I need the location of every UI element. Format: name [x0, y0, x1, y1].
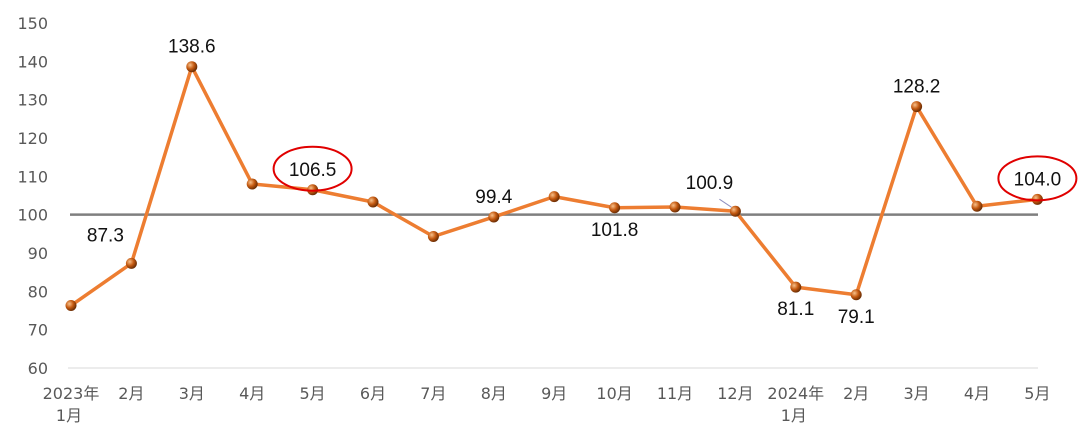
- data-point: [65, 300, 77, 312]
- data-label: 81.1: [777, 299, 814, 320]
- x-axis: 2023年 1月 2月 3月 4月 5月 6月 7月 8月 9月 10月 11月 12月 2024年 1月 2…: [43, 367, 1050, 425]
- x-tick-label: 5月: [1024, 384, 1050, 403]
- data-point: [609, 202, 621, 214]
- data-point: [246, 178, 258, 190]
- data-point: [911, 101, 923, 113]
- data-label: 101.8: [591, 220, 639, 241]
- x-tick-label: 2月: [118, 384, 144, 403]
- x-tick-label: 2024年: [767, 384, 824, 403]
- data-point: [971, 200, 983, 212]
- y-tick-label: 90: [28, 244, 48, 263]
- data-label: 79.1: [838, 307, 875, 328]
- x-tick-label-line2: 1月: [56, 406, 82, 425]
- x-tick-label: 4月: [964, 384, 990, 403]
- series-group: [65, 61, 1043, 312]
- y-tick-label: 150: [17, 14, 48, 33]
- data-point: [729, 205, 741, 217]
- x-tick-label: 5月: [300, 384, 326, 403]
- y-tick-label: 140: [17, 52, 48, 71]
- data-label: 104.0: [1014, 169, 1062, 190]
- y-tick-label: 60: [28, 359, 48, 378]
- x-tick-label: 11月: [657, 384, 693, 403]
- x-tick-label: 2023年: [43, 384, 100, 403]
- data-point: [850, 289, 862, 301]
- data-point: [125, 257, 137, 269]
- data-labels-group: 87.3 138.6 106.5 99.4 101.8 100.9 81.1 79.1 128.…: [87, 37, 1078, 328]
- y-tick-label: 70: [28, 321, 48, 340]
- data-label: 106.5: [289, 160, 337, 181]
- x-tick-label: 6月: [360, 384, 386, 403]
- data-point: [548, 191, 560, 203]
- y-tick-label: 130: [17, 91, 48, 110]
- data-label: 100.9: [686, 173, 734, 194]
- data-label: 87.3: [87, 225, 124, 246]
- data-label: 128.2: [893, 77, 941, 98]
- highlight-circle: [997, 155, 1078, 202]
- x-tick-label: 12月: [717, 384, 753, 403]
- data-point: [367, 196, 379, 208]
- series-line: [69, 64, 1038, 307]
- data-point: [427, 231, 439, 243]
- data-point: [186, 61, 198, 73]
- leader-line: [719, 198, 732, 208]
- x-tick-label: 10月: [596, 384, 632, 403]
- highlight-circle: [272, 145, 353, 192]
- y-tick-label: 120: [17, 129, 48, 148]
- x-tick-label: 4月: [239, 384, 265, 403]
- x-tick-label-line2: 1月: [781, 406, 807, 425]
- y-tick-label: 110: [17, 167, 48, 186]
- y-tick-label: 80: [28, 282, 48, 301]
- x-tick-label: 7月: [420, 384, 446, 403]
- data-point: [669, 201, 681, 213]
- data-label: 99.4: [475, 187, 512, 208]
- x-tick-label: 3月: [179, 384, 205, 403]
- y-axis: 60 70 80 90 100 110 120 130 140 150: [17, 14, 48, 378]
- x-tick-label: 8月: [481, 384, 507, 403]
- x-tick-label: 9月: [541, 384, 567, 403]
- y-tick-label: 100: [17, 206, 48, 225]
- x-tick-label: 3月: [904, 384, 930, 403]
- data-label: 138.6: [168, 37, 216, 58]
- data-point: [488, 211, 500, 223]
- data-point: [790, 281, 802, 293]
- x-tick-label: 2月: [843, 384, 869, 403]
